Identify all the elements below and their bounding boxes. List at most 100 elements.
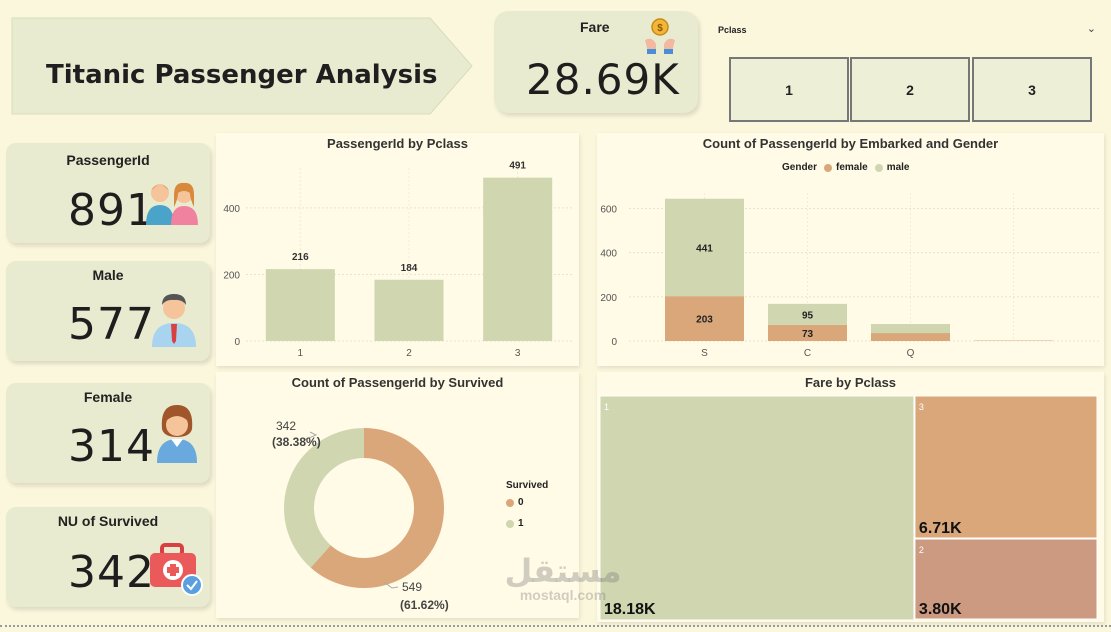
- treemap-cell: [914, 538, 1098, 620]
- x-tick-label: Q: [907, 348, 915, 359]
- legend-label-0: 0: [518, 497, 524, 508]
- kpi-value: 314: [68, 421, 155, 472]
- x-tick-label: 2: [406, 348, 412, 359]
- bar-segment-female: [871, 333, 950, 341]
- kpi-card-male: Male 577: [6, 261, 210, 361]
- data-label: 216: [292, 252, 309, 263]
- kpi-label: Female: [83, 389, 133, 405]
- treemap-cell-value: 18.18K: [604, 601, 656, 618]
- y-tick-label: 600: [600, 204, 617, 215]
- data-label: 342: [276, 419, 296, 433]
- y-tick-label: 400: [600, 249, 617, 260]
- panel-fare-treemap: Fare by Pclass 1 18.18K 3 6.71K 2 3.80K: [597, 372, 1104, 622]
- chart-title: Fare by Pclass: [804, 375, 897, 390]
- leader-line: [383, 581, 399, 589]
- treemap-cell-name: 3: [919, 402, 924, 412]
- data-label: 441: [696, 243, 713, 254]
- bar-segment-male: [768, 303, 847, 325]
- legend-label-male: male: [886, 162, 910, 173]
- data-label-pct: (38.38%): [272, 435, 321, 449]
- bar-chart-pclass: 0 200 400 216 1 184 2 491 3: [223, 161, 572, 359]
- data-label: 491: [509, 161, 526, 172]
- couple-icon: [146, 182, 198, 225]
- watermark: مستقل mostaql.com: [488, 553, 638, 615]
- watermark-latin: mostaql.com: [519, 587, 607, 603]
- bar-segment-male: [871, 323, 950, 334]
- x-tick-label: S: [701, 348, 708, 359]
- y-tick-label: 200: [223, 270, 240, 281]
- chart-title: Count of PassengerId by Survived: [291, 375, 504, 390]
- fare-label: Fare: [580, 19, 610, 35]
- x-tick-label: 1: [298, 348, 304, 359]
- treemap-cell-name: 2: [919, 545, 924, 555]
- y-tick-label: 0: [611, 337, 617, 348]
- bar: [374, 279, 444, 341]
- x-tick-label: 3: [515, 348, 521, 359]
- data-label-pct: (61.62%): [400, 598, 449, 612]
- kpi-label: Male: [92, 267, 124, 283]
- female-person-icon: [157, 405, 197, 463]
- kpi-card-female: Female 314: [6, 383, 210, 483]
- data-label: 73: [802, 329, 814, 340]
- svg-text:$: $: [657, 23, 663, 34]
- data-label: 549: [402, 580, 422, 594]
- fare-value: 28.69K: [526, 55, 680, 104]
- treemap-cell: [914, 395, 1098, 539]
- legend-item-0: 0: [506, 497, 548, 508]
- chart-title: Count of PassengerId by Embarked and Gen…: [702, 136, 999, 151]
- donut-slice-0: [310, 428, 444, 588]
- bar: [483, 177, 553, 341]
- bar-segment-male: [665, 198, 744, 297]
- treemap-fare: 1 18.18K 3 6.71K 2 3.80K: [599, 395, 1098, 621]
- slicer-option-1[interactable]: 1: [729, 57, 849, 122]
- slicer-option-2[interactable]: 2: [850, 57, 970, 122]
- legend-dot-female: [824, 163, 833, 172]
- money-hands-icon: $: [645, 18, 675, 54]
- chart-title: PassengerId by Pclass: [327, 136, 468, 151]
- fare-card: Fare 28.69K $: [494, 11, 698, 113]
- chart-legend: Gender female male: [782, 162, 910, 173]
- treemap-cell: [599, 395, 915, 621]
- donut-slice-1: [284, 428, 364, 568]
- y-tick-label: 400: [223, 204, 240, 215]
- pclass-slicer: Pclass ⌄ 1 2 3: [716, 18, 1104, 122]
- data-label: 184: [401, 263, 418, 274]
- treemap-cell-value: 3.80K: [919, 601, 962, 618]
- x-tick-label: C: [804, 348, 811, 359]
- legend-dot-male: [874, 163, 883, 172]
- title-banner-shape: [11, 17, 473, 115]
- male-person-icon: [152, 294, 196, 347]
- y-tick-label: 200: [600, 293, 617, 304]
- legend-dot-1: [506, 519, 514, 528]
- donut-chart-survived: 342 (38.38%) 549 (61.62%): [272, 419, 449, 612]
- legend-title: Survived: [506, 480, 549, 491]
- y-tick-label: 0: [234, 337, 240, 348]
- bottom-divider: [0, 625, 1111, 627]
- leader-line: [303, 431, 318, 441]
- kpi-label: PassengerId: [66, 152, 150, 168]
- kpi-card-passengerid: PassengerId 891: [6, 143, 210, 243]
- treemap-cell-value: 6.71K: [919, 520, 962, 537]
- data-label: 95: [802, 310, 814, 321]
- data-label: 203: [696, 315, 713, 326]
- kpi-label: NU of Survived: [57, 513, 159, 529]
- slicer-label: Pclass: [718, 25, 747, 35]
- bar-segment-female: [665, 296, 744, 341]
- slicer-option-3[interactable]: 3: [972, 57, 1092, 122]
- bar-segment-female: [768, 324, 847, 341]
- panel-passengerid-by-pclass: PassengerId by Pclass 0 200 400 216 1 184 2 491…: [216, 133, 579, 366]
- panel-survived: Count of PassengerId by Survived 342 (38.…: [216, 372, 579, 618]
- first-aid-kit-icon: [150, 543, 203, 596]
- slicer-chevron-icon[interactable]: ⌄: [1086, 23, 1096, 35]
- stacked-bar-chart-embarked: 0 200 400 600 203 441 S 73 95 C Q: [600, 193, 1099, 359]
- kpi-value: 342: [68, 547, 155, 598]
- bar: [265, 269, 335, 341]
- legend-label-female: female: [836, 162, 868, 173]
- kpi-value: 577: [68, 299, 155, 350]
- legend-title: Gender: [782, 162, 818, 173]
- legend-label-1: 1: [518, 518, 524, 529]
- panel-embarked-gender: Count of PassengerId by Embarked and Gen…: [597, 133, 1104, 366]
- kpi-card-survived: NU of Survived 342: [6, 507, 210, 607]
- kpi-value: 891: [68, 185, 155, 236]
- treemap-cell-name: 1: [604, 402, 609, 412]
